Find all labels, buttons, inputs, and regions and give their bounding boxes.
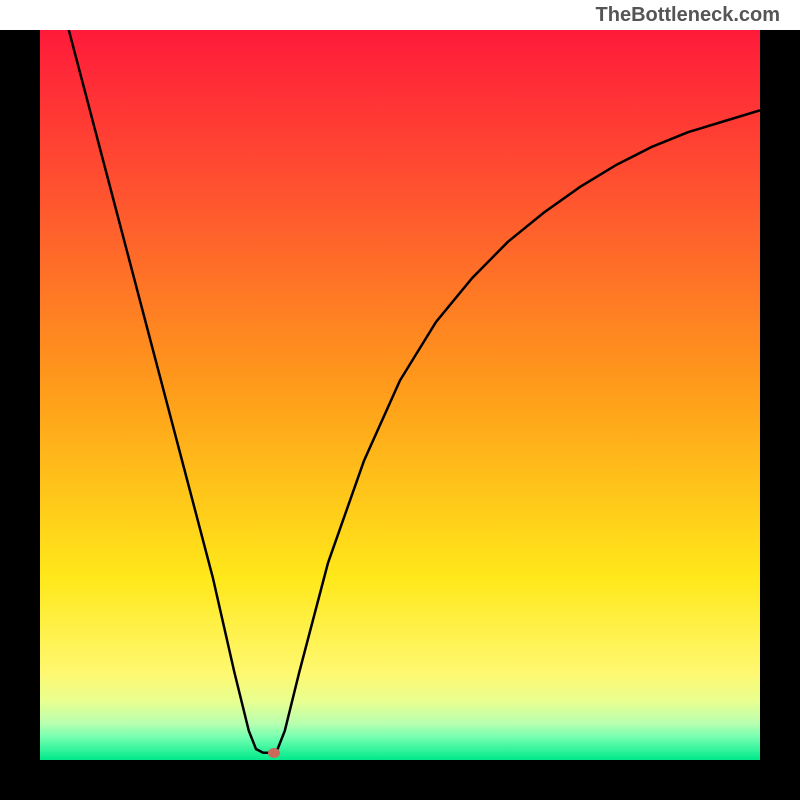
minimum-marker — [268, 748, 280, 758]
bottleneck-curve — [69, 30, 760, 753]
plot-area — [40, 30, 760, 760]
curve-svg — [40, 30, 760, 760]
chart-frame — [0, 30, 800, 800]
watermark-text: TheBottleneck.com — [596, 4, 780, 27]
